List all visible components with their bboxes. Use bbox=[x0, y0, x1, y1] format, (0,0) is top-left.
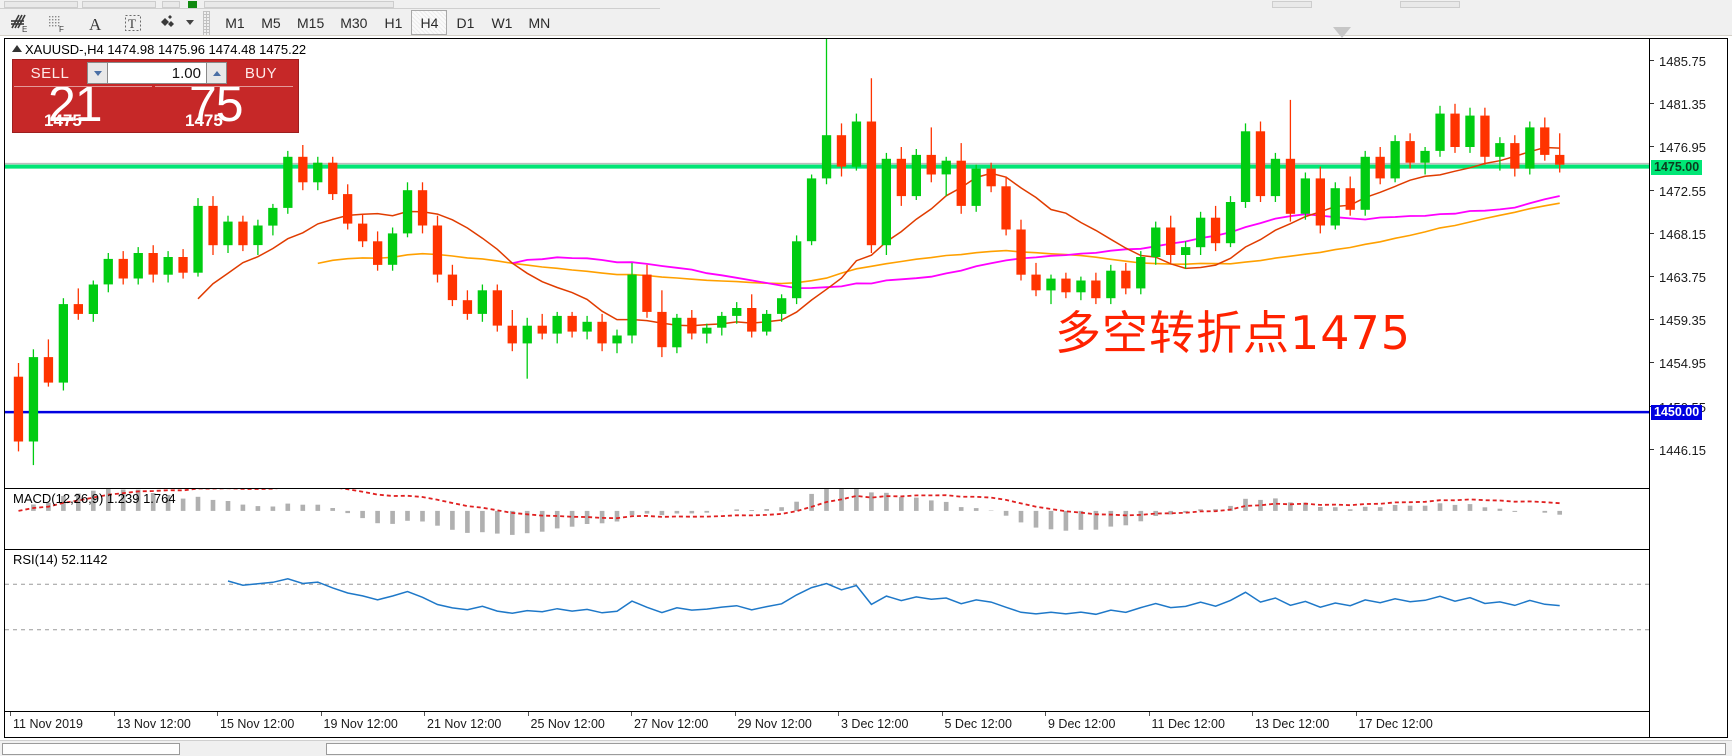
price-tick: 1463.75 bbox=[1650, 271, 1706, 284]
triangle-up-icon bbox=[12, 45, 22, 52]
svg-text:T: T bbox=[128, 16, 136, 31]
one-click-trading-panel[interactable]: SELL 1.00 BUY 21 1475 75 1475 bbox=[12, 59, 299, 133]
buy-price-base: 1475 bbox=[185, 111, 223, 130]
price-tick: 1459.35 bbox=[1650, 314, 1706, 327]
timeframe-w1[interactable]: W1 bbox=[491, 14, 513, 31]
volume-decrement-button[interactable] bbox=[87, 62, 108, 84]
chart-annotation-text[interactable]: 多空转折点1475 bbox=[1055, 306, 1412, 360]
svg-text:F: F bbox=[59, 25, 64, 34]
volume-input[interactable]: 1.00 bbox=[108, 62, 206, 84]
text-box-icon[interactable]: T bbox=[114, 10, 152, 36]
text-label-icon[interactable]: A bbox=[76, 10, 114, 36]
time-tick: 11 Nov 2019 bbox=[10, 712, 83, 731]
svg-text:E: E bbox=[22, 25, 27, 34]
time-tick: 13 Nov 12:00 bbox=[113, 712, 191, 731]
sell-price-base: 1475 bbox=[44, 111, 82, 130]
chevron-down-icon bbox=[93, 70, 102, 76]
objects-icon[interactable] bbox=[152, 10, 190, 36]
candlestick-svg bbox=[5, 39, 1651, 466]
rsi-label: RSI(14) 52.1142 bbox=[13, 552, 108, 567]
time-tick: 13 Dec 12:00 bbox=[1251, 712, 1330, 731]
time-tick: 11 Dec 12:00 bbox=[1148, 712, 1225, 731]
time-tick: 29 Nov 12:00 bbox=[734, 712, 812, 731]
timeframe-m30[interactable]: M30 bbox=[340, 14, 368, 31]
timeframe-h1[interactable]: H1 bbox=[384, 14, 403, 31]
timeframe-h4[interactable]: H4 bbox=[411, 10, 448, 35]
price-tick: 1481.35 bbox=[1650, 98, 1706, 111]
chart-collapse-caret-icon[interactable] bbox=[1333, 27, 1351, 38]
time-tick: 5 Dec 12:00 bbox=[941, 712, 1012, 731]
time-tick: 3 Dec 12:00 bbox=[837, 712, 909, 731]
chevron-down-icon[interactable] bbox=[186, 20, 194, 25]
bid-price-tag: 1475.00 bbox=[1651, 159, 1703, 175]
price-tick: 1468.15 bbox=[1650, 228, 1706, 241]
volume-increment-button[interactable] bbox=[206, 62, 227, 84]
price-tick: 1485.75 bbox=[1650, 55, 1706, 68]
toolbar-upper-strip bbox=[0, 0, 1460, 9]
buy-price-pips: 75 bbox=[189, 86, 244, 132]
svg-text:A: A bbox=[89, 15, 102, 34]
price-tick: 1476.95 bbox=[1650, 141, 1706, 154]
price-tick: 1454.95 bbox=[1650, 357, 1706, 370]
chart-window[interactable]: XAUUSD-,H4 1474.98 1475.96 1474.48 1475.… bbox=[4, 38, 1728, 738]
time-tick: 17 Dec 12:00 bbox=[1355, 712, 1433, 731]
time-tick: 9 Dec 12:00 bbox=[1044, 712, 1116, 731]
price-scale[interactable]: 1485.75 1481.35 1476.95 1472.55 1468.15 1463.… bbox=[1649, 39, 1727, 737]
time-tick: 21 Nov 12:00 bbox=[423, 712, 502, 731]
time-tick: 27 Nov 12:00 bbox=[630, 712, 709, 731]
expert-advisors-icon[interactable]: E bbox=[0, 10, 38, 36]
rsi-subwindow[interactable]: RSI(14) 52.1142 100 70 30 0 bbox=[5, 549, 1727, 664]
price-tick: 1472.55 bbox=[1650, 185, 1706, 198]
horizontal-scrollbar[interactable] bbox=[0, 740, 1732, 756]
rsi-svg bbox=[5, 578, 1651, 631]
toolbar-drag-handle[interactable] bbox=[203, 10, 210, 35]
indicators-list-icon[interactable]: F bbox=[38, 10, 76, 36]
macd-subwindow[interactable]: MACD(12,26,9) 1.239 1.764 5.963 0.00 -10… bbox=[5, 488, 1727, 549]
connection-indicator bbox=[188, 1, 197, 8]
buy-price-display[interactable]: 75 1475 bbox=[155, 86, 293, 132]
main-toolbar: E F bbox=[0, 0, 1732, 36]
time-scale[interactable]: 11 Nov 2019 13 Nov 12:00 15 Nov 12:00 19 No… bbox=[5, 711, 1649, 737]
macd-label: MACD(12,26,9) 1.239 1.764 bbox=[13, 491, 176, 506]
timeframe-m15[interactable]: M15 bbox=[297, 14, 325, 31]
sell-button[interactable]: SELL bbox=[30, 64, 70, 82]
price-tick: 1446.15 bbox=[1650, 444, 1706, 457]
timeframe-m5[interactable]: M5 bbox=[261, 14, 281, 31]
scrollbar-thumb-main[interactable] bbox=[326, 743, 1726, 755]
level-price-tag: 1450.00 bbox=[1651, 405, 1703, 421]
timeframe-m1[interactable]: M1 bbox=[225, 14, 245, 31]
buy-button[interactable]: BUY bbox=[244, 64, 278, 82]
chevron-up-icon bbox=[212, 70, 221, 76]
timeframe-d1[interactable]: D1 bbox=[456, 14, 475, 31]
chart-symbol-header: XAUUSD-,H4 1474.98 1475.96 1474.48 1475.… bbox=[12, 42, 306, 57]
sell-price-display[interactable]: 21 1475 bbox=[14, 86, 152, 132]
volume-stepper[interactable]: 1.00 bbox=[87, 62, 227, 84]
scrollbar-thumb-left[interactable] bbox=[2, 743, 180, 755]
timeframe-mn[interactable]: MN bbox=[528, 14, 551, 31]
time-tick: 15 Nov 12:00 bbox=[216, 712, 295, 731]
symbol-ohlc-text: XAUUSD-,H4 1474.98 1475.96 1474.48 1475.… bbox=[25, 42, 307, 57]
time-tick: 19 Nov 12:00 bbox=[320, 712, 398, 731]
time-tick: 25 Nov 12:00 bbox=[527, 712, 605, 731]
macd-svg bbox=[18, 489, 1563, 535]
sell-price-pips: 21 bbox=[48, 86, 103, 132]
price-plot-area[interactable] bbox=[5, 39, 1727, 737]
